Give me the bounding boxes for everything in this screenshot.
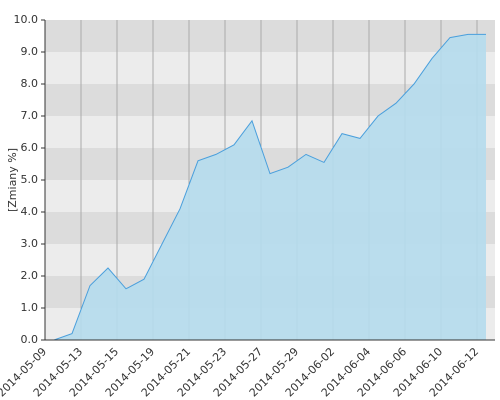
y-tick-label: 4.0 (21, 205, 39, 218)
y-tick-label: 10.0 (14, 13, 39, 26)
y-tick-label: 5.0 (21, 173, 39, 186)
y-tick-label: 0.0 (21, 333, 39, 346)
y-tick-label: 9.0 (21, 45, 39, 58)
y-tick-label: 1.0 (21, 301, 39, 314)
y-axis-label: [Zmiany %] (6, 148, 19, 212)
line (53, 33, 486, 341)
y-tick-label: 7.0 (21, 109, 39, 122)
y-tick-label: 2.0 (21, 269, 39, 282)
band (45, 20, 495, 52)
y-tick-label: 3.0 (21, 237, 39, 250)
area (54, 34, 486, 341)
y-tick-label: 6.0 (21, 141, 39, 154)
y-tick-label: 8.0 (21, 77, 39, 90)
